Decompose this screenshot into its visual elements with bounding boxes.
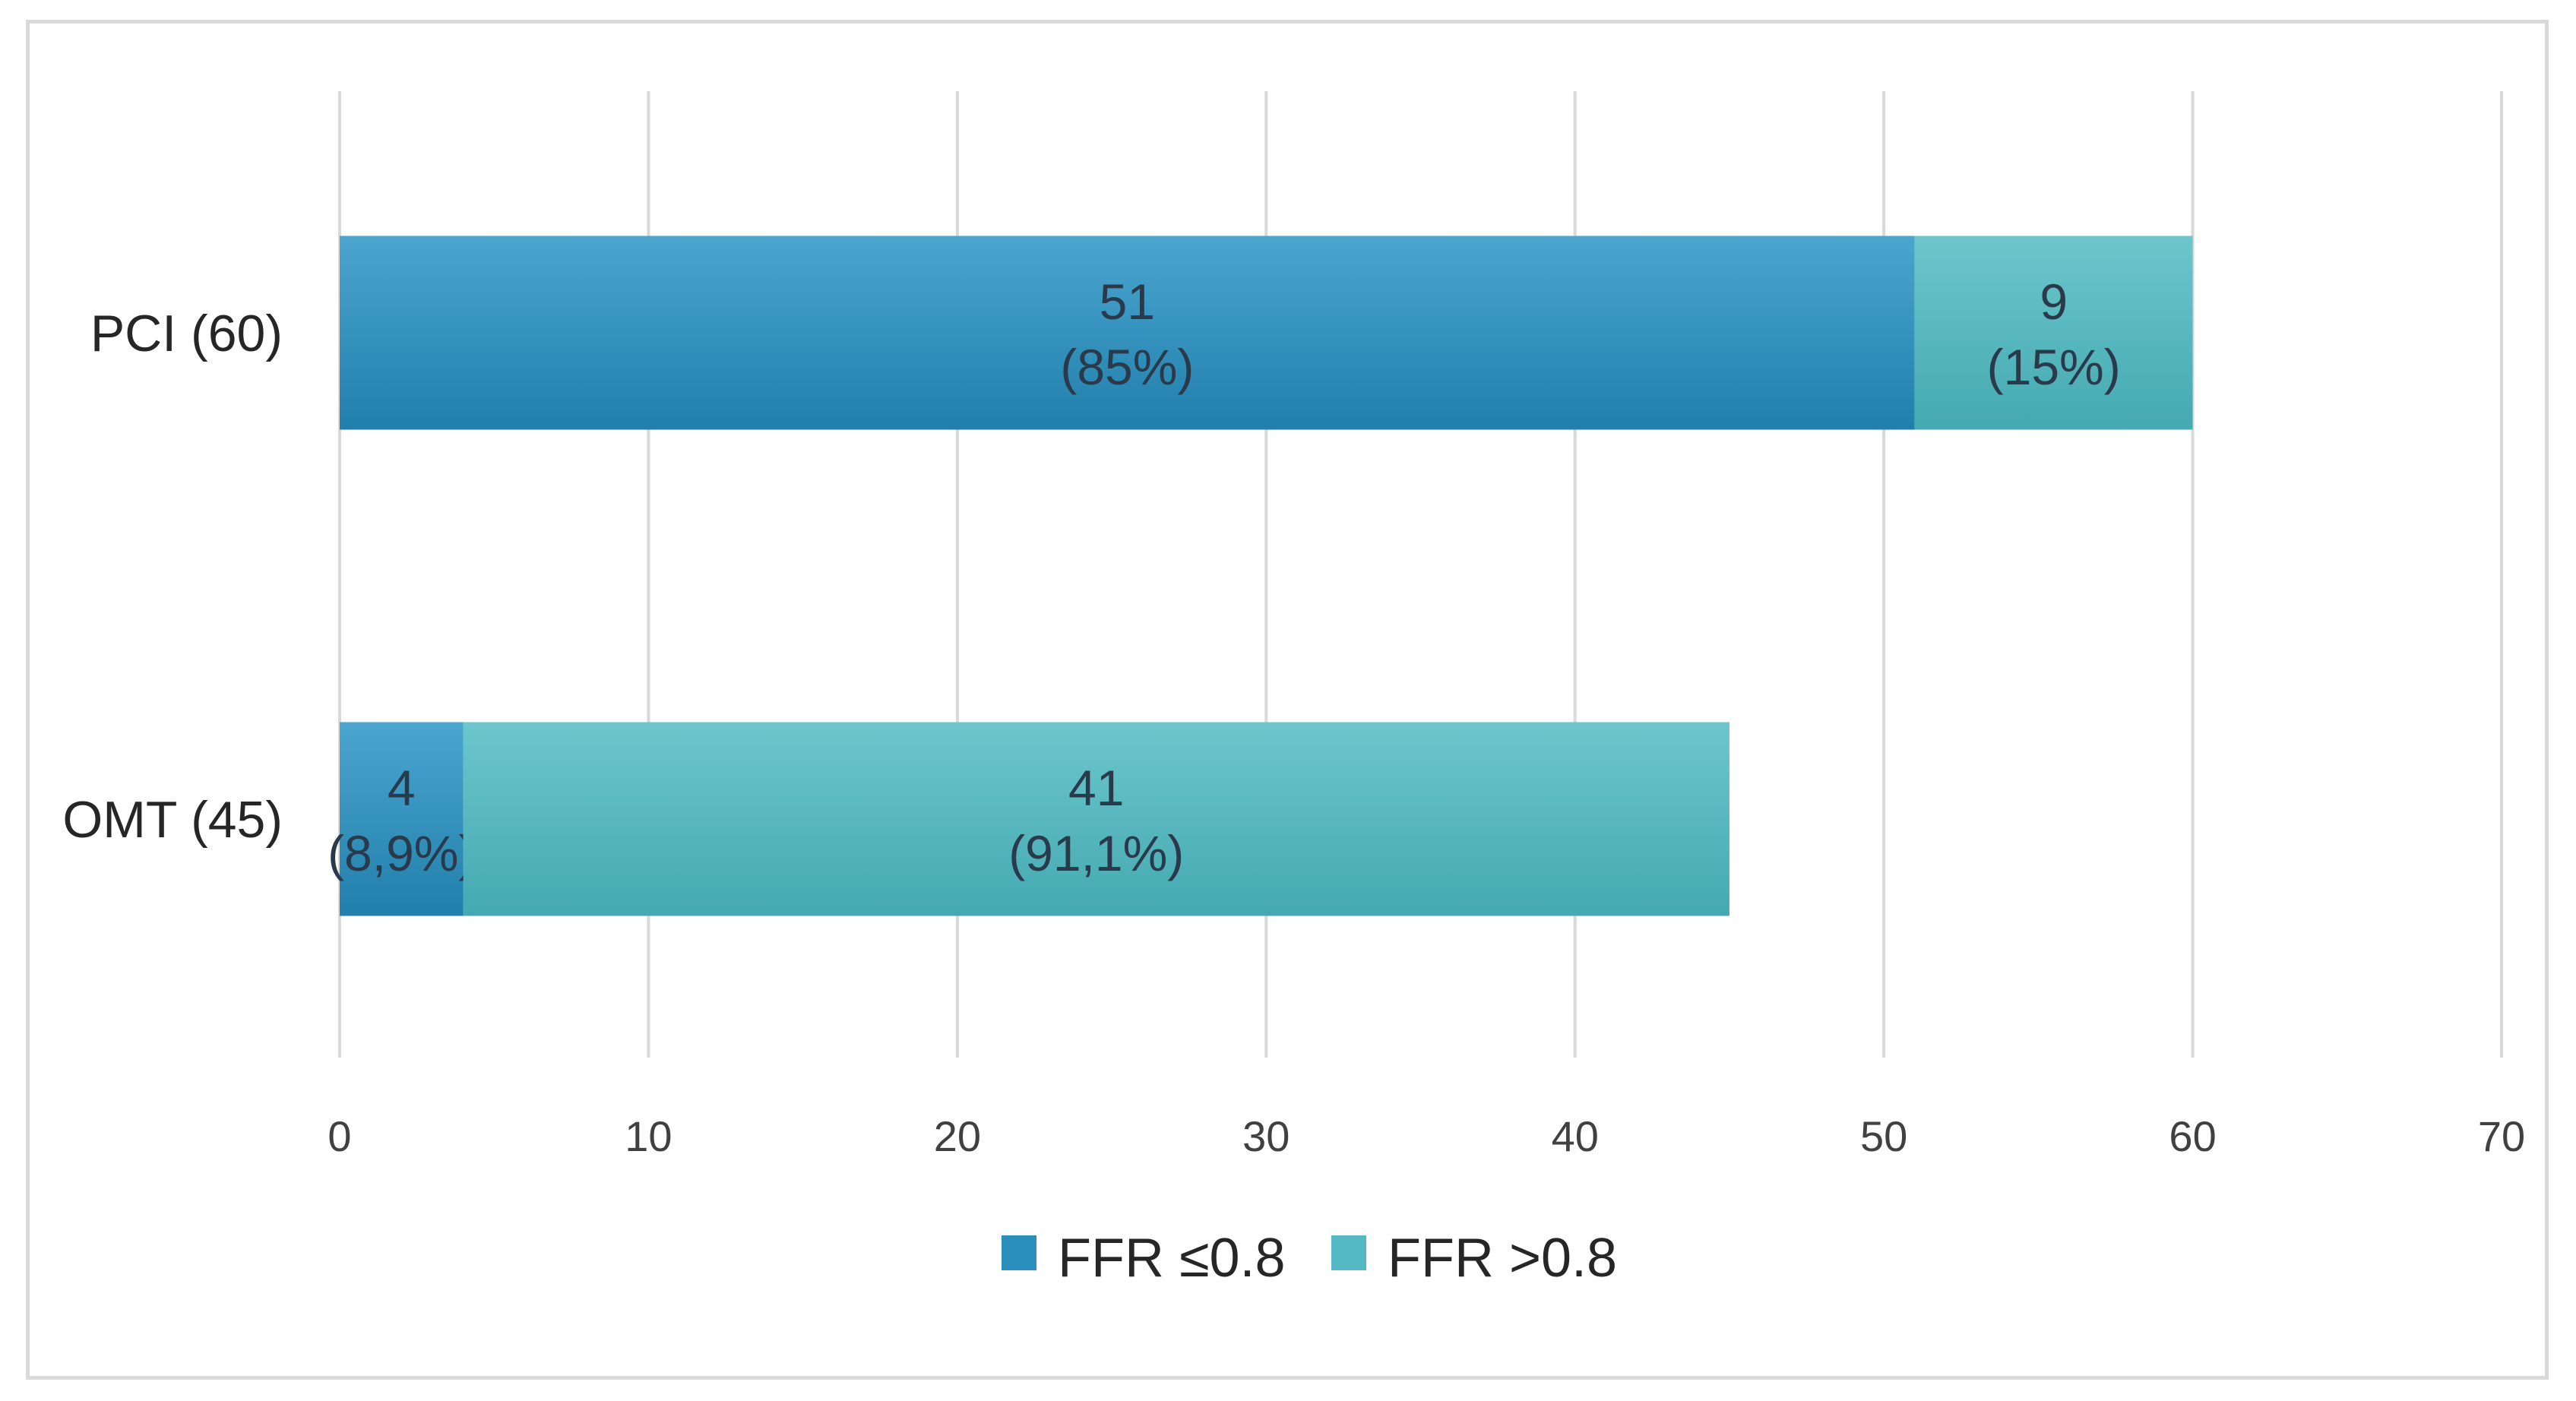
data-label-value: 41: [1068, 760, 1124, 816]
x-tick-label: 0: [328, 1112, 351, 1160]
data-label-percent: (85%): [1060, 339, 1194, 395]
x-tick-label: 60: [2169, 1112, 2216, 1160]
bar-segment: [1914, 236, 2193, 430]
data-label-value: 4: [388, 760, 416, 816]
x-tick-label: 10: [625, 1112, 672, 1160]
x-tick-label: 70: [2478, 1112, 2525, 1160]
x-axis-ticks: 0 10 20 30 40 50 60 70: [328, 1112, 2525, 1160]
bar-segment: [340, 722, 464, 916]
bar-segment: [340, 236, 1915, 430]
category-label: OMT (45): [62, 791, 283, 849]
x-tick-label: 50: [1860, 1112, 1907, 1160]
data-label-percent: (15%): [1987, 339, 2121, 395]
legend-swatch: [1002, 1235, 1036, 1270]
x-tick-label: 20: [934, 1112, 981, 1160]
bars: 51 (85%) 9 (15%) 4 (8,9%) 41 (91,1%): [328, 236, 2193, 916]
data-label-percent: (8,9%): [328, 825, 475, 881]
data-label-value: 9: [2040, 274, 2068, 330]
legend-label: FFR >0.8: [1388, 1228, 1617, 1289]
y-axis-categories: PCI (60) OMT (45): [62, 305, 283, 849]
legend: FFR ≤0.8 FFR >0.8: [1002, 1228, 1617, 1289]
legend-swatch: [1331, 1235, 1366, 1270]
x-tick-label: 30: [1242, 1112, 1290, 1160]
legend-label: FFR ≤0.8: [1058, 1228, 1286, 1289]
x-tick-label: 40: [1552, 1112, 1599, 1160]
data-label-percent: (91,1%): [1008, 825, 1184, 881]
category-label: PCI (60): [90, 305, 283, 362]
data-label-value: 51: [1100, 274, 1155, 330]
bar-segment: [463, 722, 1729, 916]
